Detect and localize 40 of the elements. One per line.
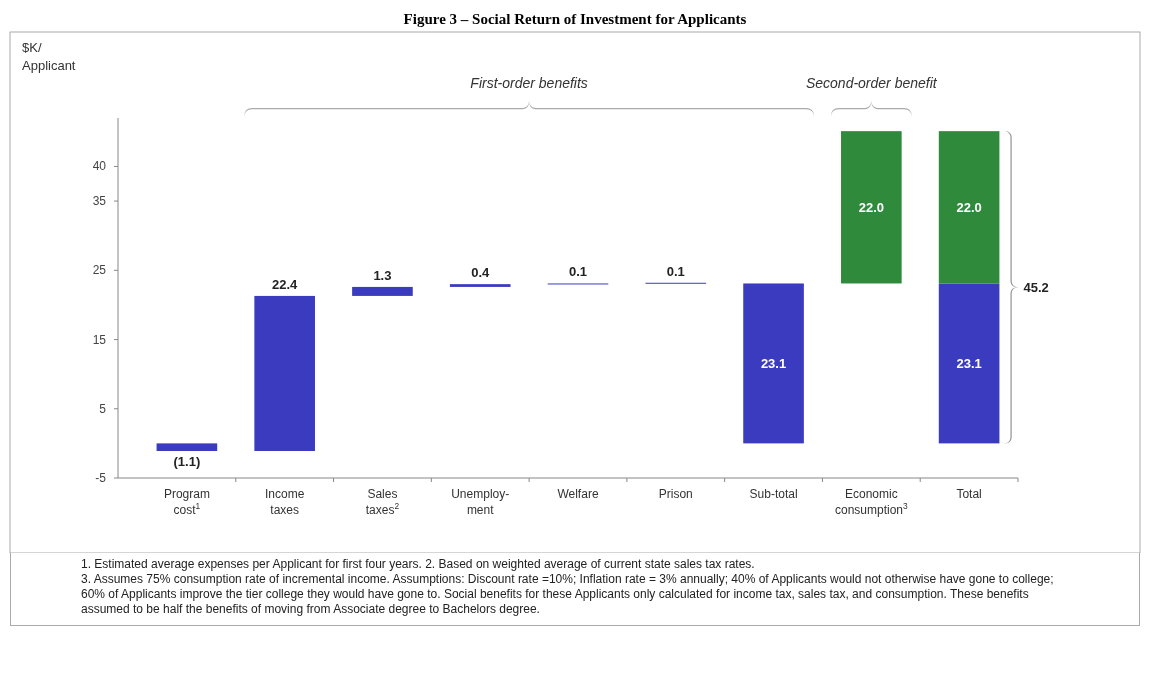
data-label: 22.4 [272,276,299,292]
bar [938,283,1000,444]
y-tick-label: 5 [99,401,107,416]
data-label: 22.0 [956,200,982,216]
x-tick-label: Sub-total [749,487,798,501]
bar [352,286,413,296]
x-tick-label: Program cost$^{1}$ [163,487,210,517]
x-tick-label: Total [956,487,982,501]
data-label: (1.1) [173,454,201,469]
bar [743,283,804,444]
bar [254,295,315,451]
y-tick-label: -5 [95,471,107,485]
text: First-order benefits [470,75,588,91]
y-tick-label: 25 [92,263,107,278]
x-tick-label: Sales taxes$^{2}$ [365,487,400,517]
x-tick-label: Income taxes [264,487,305,517]
text: Second-order benefit [805,75,938,91]
bar [156,443,218,451]
data-label: 23.1 [956,356,982,372]
bar [449,284,511,287]
text: 1. Estimated average expenses per Applicant for first four years. 2. Based on weighted average of current state sales tax rates. [81,557,756,572]
data-label: 0.1 [568,264,588,280]
data-label: 1.3 [373,267,392,283]
x-tick-label: Welfare [557,487,599,501]
x-tick-label: Economic consumption$^{3}$ [834,487,909,517]
chart-title: Figure 3 – Social Return of Investment for Applicants [403,11,747,27]
total-label: 45.2 [1023,280,1049,296]
y-axis-title: $K/ Applicant [22,40,76,73]
y-tick-label: 40 [92,159,107,174]
data-label: 22.0 [858,200,884,216]
bar [841,131,902,284]
text: 3. Assumes 75% consumption rate of incremental income. Assumptions: Discount rate =10%; Inflation rate = 3% annually; 40% of Applicants would not otherwise have gone to college; 60% of Applicants improve the tier college they would have gone to. Social benefits for these Applicants only calculated for income tax, sales tax, and consumption. These benefits assumed to be half the benefits of moving from Associate degree to Bachelors degree. [81,572,1055,617]
x-tick-label: Unemploy-ment [451,487,510,517]
data-label: 0.1 [666,263,685,279]
bar [938,131,1000,284]
data-label: 0.4 [471,265,491,281]
y-tick-label: 35 [92,194,107,209]
x-tick-label: Prison [658,487,693,501]
y-tick-label: 15 [92,332,107,347]
data-label: 23.1 [760,356,787,372]
